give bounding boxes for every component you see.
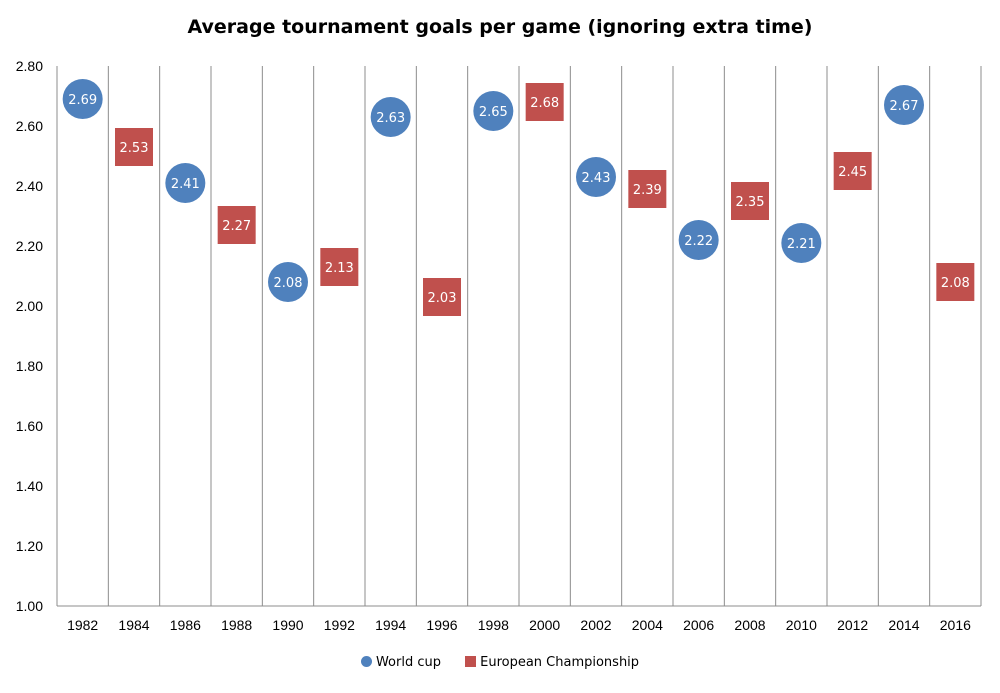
european-championship-marker	[833, 152, 872, 190]
data-label: 2.53	[120, 141, 149, 156]
x-tick-label: 1996	[426, 617, 457, 633]
data-label: 2.13	[325, 261, 354, 276]
european-championship-marker	[731, 182, 769, 220]
x-tick-label: 1984	[118, 617, 149, 633]
x-tick-label: 2004	[632, 617, 663, 633]
european-championship-marker	[320, 248, 359, 286]
data-label: 2.21	[787, 237, 816, 252]
european-championship-marker	[423, 278, 461, 316]
y-tick-label: 2.20	[16, 238, 43, 254]
legend-item-world-cup: World cup	[360, 655, 441, 670]
x-tick-label: 2008	[734, 617, 765, 633]
x-tick-label: 2014	[888, 617, 919, 633]
data-label: 2.63	[376, 111, 405, 126]
world-cup-marker	[678, 220, 719, 260]
european-championship-marker	[628, 170, 667, 208]
world-cup-marker	[781, 223, 822, 263]
data-label: 2.45	[838, 165, 867, 180]
x-tick-label: 1990	[272, 617, 303, 633]
data-label: 2.08	[941, 276, 970, 291]
world-cup-marker	[370, 97, 411, 137]
data-label: 2.67	[890, 99, 919, 114]
world-cup-marker	[576, 157, 616, 197]
x-tick-label: 1982	[67, 617, 98, 633]
legend-swatch-european-championship	[465, 656, 477, 667]
y-tick-label: 2.00	[16, 298, 43, 314]
european-championship-marker	[115, 128, 153, 166]
world-cup-marker	[884, 85, 924, 125]
y-tick-label: 1.40	[16, 478, 43, 494]
data-label: 2.69	[68, 93, 97, 108]
data-label: 2.08	[274, 276, 303, 291]
y-tick-label: 2.80	[16, 58, 43, 74]
data-label: 2.68	[530, 96, 559, 111]
data-label: 2.65	[479, 105, 508, 120]
y-tick-label: 1.00	[16, 598, 43, 614]
x-tick-label: 2010	[786, 617, 817, 633]
data-label: 2.27	[222, 219, 251, 234]
x-tick-label: 2012	[837, 617, 868, 633]
y-tick-label: 1.60	[16, 418, 43, 434]
world-cup-marker	[165, 163, 206, 203]
x-tick-label: 1994	[375, 617, 406, 633]
y-tick-label: 2.60	[16, 118, 43, 134]
x-tick-label: 2002	[580, 617, 611, 633]
legend-label-european-championship: European Championship	[480, 655, 640, 670]
y-tick-label: 2.40	[16, 178, 43, 194]
european-championship-marker	[525, 83, 564, 121]
european-championship-marker	[217, 206, 256, 244]
y-tick-label: 1.20	[16, 538, 43, 554]
legend-swatch-world-cup	[360, 656, 372, 667]
world-cup-marker	[473, 91, 514, 131]
data-label: 2.35	[736, 195, 765, 210]
x-tick-label: 1992	[324, 617, 355, 633]
data-label: 2.39	[633, 183, 662, 198]
x-tick-label: 1986	[170, 617, 201, 633]
chart-title: Average tournament goals per game (ignor…	[187, 16, 813, 38]
data-label: 2.22	[684, 234, 713, 249]
data-label: 2.03	[428, 291, 457, 306]
world-cup-marker	[62, 79, 103, 119]
x-tick-label: 1998	[478, 617, 509, 633]
data-label: 2.43	[582, 171, 611, 186]
european-championship-marker	[936, 263, 975, 301]
x-tick-label: 1988	[221, 617, 252, 633]
legend-item-european-championship: European Championship	[465, 655, 639, 670]
data-label: 2.41	[171, 177, 200, 192]
y-tick-label: 1.80	[16, 358, 43, 374]
x-tick-label: 2016	[940, 617, 971, 633]
legend: World cup European Championship	[0, 655, 1000, 670]
legend-label-world-cup: World cup	[375, 655, 441, 670]
x-tick-label: 2006	[683, 617, 714, 633]
world-cup-marker	[268, 262, 308, 302]
x-tick-label: 2000	[529, 617, 560, 633]
